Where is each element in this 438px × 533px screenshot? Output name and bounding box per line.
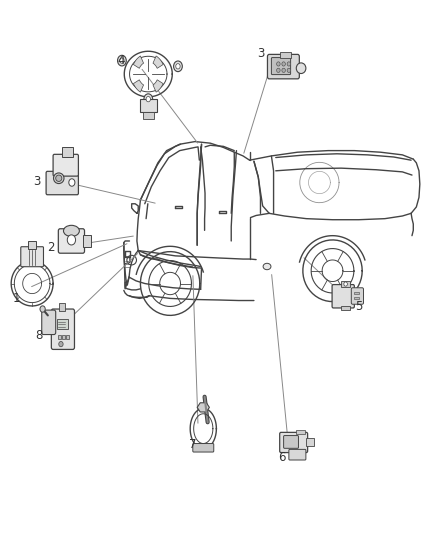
Circle shape (277, 62, 280, 66)
Bar (83, 235, 91, 247)
Text: 6: 6 (279, 451, 286, 464)
Circle shape (277, 68, 280, 72)
Circle shape (287, 62, 290, 66)
Wedge shape (153, 80, 163, 92)
Text: 2: 2 (47, 241, 55, 254)
Bar (341, 306, 350, 310)
Bar (62, 148, 73, 157)
Bar (62, 335, 65, 340)
Circle shape (59, 342, 63, 347)
Circle shape (173, 61, 182, 71)
FancyBboxPatch shape (51, 309, 74, 350)
Polygon shape (197, 403, 209, 412)
Ellipse shape (64, 225, 79, 237)
Ellipse shape (56, 175, 62, 181)
FancyBboxPatch shape (272, 58, 290, 75)
FancyBboxPatch shape (193, 443, 214, 452)
Text: 5: 5 (355, 300, 362, 313)
Bar (354, 297, 359, 300)
Ellipse shape (263, 263, 271, 270)
Bar (143, 112, 153, 119)
Circle shape (176, 63, 180, 69)
Wedge shape (153, 56, 163, 68)
Circle shape (67, 235, 76, 245)
Circle shape (146, 96, 150, 102)
FancyBboxPatch shape (21, 247, 43, 266)
Bar (59, 303, 65, 311)
Circle shape (282, 68, 286, 72)
Bar (57, 319, 68, 329)
Circle shape (344, 282, 347, 286)
Ellipse shape (296, 63, 306, 74)
Wedge shape (134, 80, 144, 92)
Text: 3: 3 (257, 47, 264, 60)
FancyBboxPatch shape (284, 435, 298, 448)
FancyBboxPatch shape (289, 449, 306, 460)
Bar (58, 335, 61, 340)
Ellipse shape (53, 173, 64, 183)
Circle shape (69, 179, 75, 186)
FancyBboxPatch shape (268, 54, 299, 79)
Bar (306, 438, 314, 446)
Text: 7: 7 (189, 438, 197, 451)
FancyBboxPatch shape (351, 288, 364, 304)
Wedge shape (134, 56, 144, 68)
Text: 1: 1 (12, 292, 20, 305)
Circle shape (287, 68, 290, 72)
Text: 4: 4 (117, 54, 124, 67)
FancyBboxPatch shape (42, 310, 56, 335)
Bar (140, 99, 157, 112)
Circle shape (40, 306, 45, 312)
FancyBboxPatch shape (46, 171, 78, 195)
Bar (66, 335, 69, 340)
Circle shape (117, 55, 126, 66)
Bar (296, 430, 305, 434)
Bar (354, 292, 359, 294)
Bar (280, 52, 291, 58)
Circle shape (120, 58, 124, 63)
Bar (341, 281, 350, 287)
Bar (28, 241, 36, 249)
FancyBboxPatch shape (53, 155, 78, 176)
Circle shape (144, 94, 152, 104)
FancyBboxPatch shape (332, 285, 354, 308)
FancyBboxPatch shape (280, 432, 307, 453)
FancyBboxPatch shape (58, 229, 85, 253)
Text: 3: 3 (33, 175, 40, 188)
Text: 8: 8 (35, 329, 43, 342)
Circle shape (282, 62, 286, 66)
